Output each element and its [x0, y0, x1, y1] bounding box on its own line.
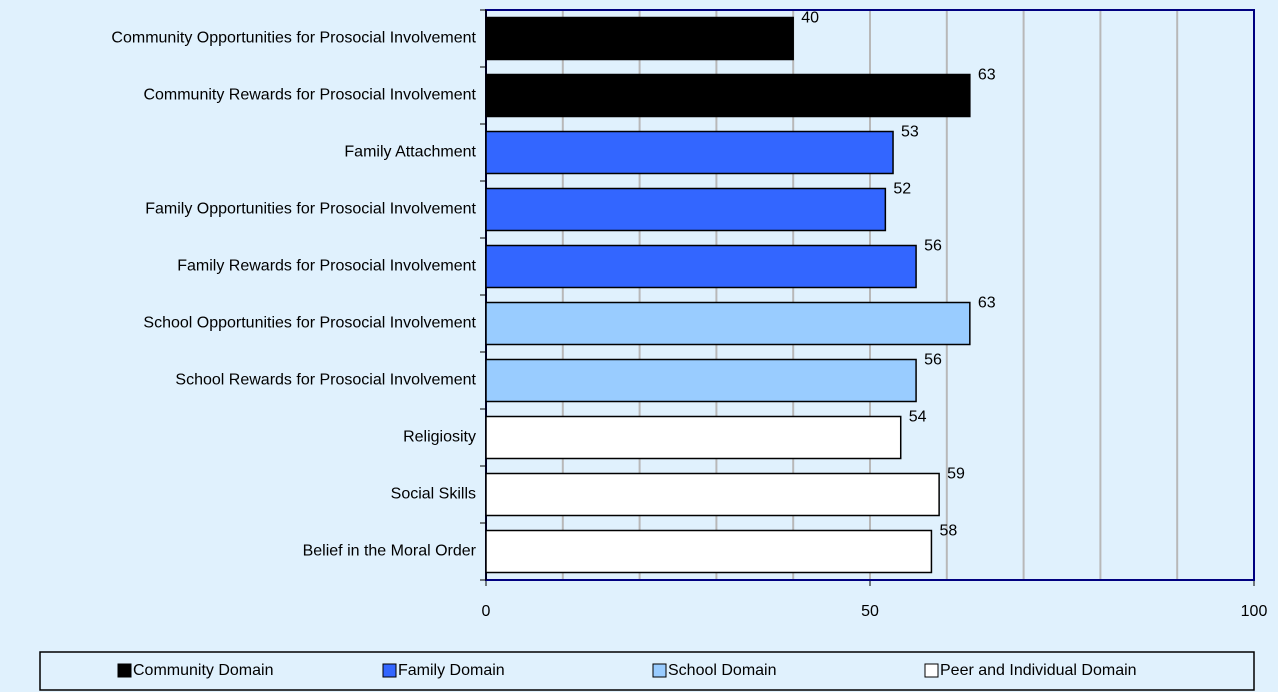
y-tick-label: Family Rewards for Prosocial Involvement — [177, 258, 476, 275]
bar — [485, 358, 917, 403]
value-label: 59 — [947, 466, 965, 483]
legend-label: Peer and Individual Domain — [940, 662, 1137, 679]
y-tick-label: Belief in the Moral Order — [303, 543, 477, 560]
legend-label: Family Domain — [398, 662, 505, 679]
y-tick-label: Religiosity — [403, 429, 476, 446]
y-tick-label: School Rewards for Prosocial Involvement — [175, 372, 476, 389]
value-label: 53 — [901, 124, 919, 141]
value-label: 63 — [978, 295, 996, 312]
x-tick-label: 50 — [861, 603, 879, 620]
legend-box — [39, 651, 1255, 691]
value-label: 40 — [801, 10, 819, 27]
value-label: 58 — [939, 523, 957, 540]
y-tick-label: Social Skills — [391, 486, 476, 503]
x-tick-label: 0 — [482, 603, 491, 620]
value-label: 56 — [924, 352, 942, 369]
legend-swatch — [117, 663, 132, 678]
bar — [485, 415, 902, 460]
legend-swatch — [924, 663, 939, 678]
legend-swatch — [382, 663, 397, 678]
y-tick-label: Community Rewards for Prosocial Involvem… — [143, 87, 476, 104]
legend-label: Community Domain — [133, 662, 273, 679]
x-tick-label: 100 — [1241, 603, 1268, 620]
bar — [485, 130, 894, 175]
legend-swatch — [652, 663, 667, 678]
value-label: 54 — [909, 409, 927, 426]
legend-label: School Domain — [668, 662, 777, 679]
bar — [485, 16, 794, 61]
bar — [485, 472, 940, 517]
value-label: 56 — [924, 238, 942, 255]
bar — [485, 529, 933, 574]
bar — [485, 244, 917, 289]
value-label: 63 — [978, 67, 996, 84]
y-tick-label: Community Opportunities for Prosocial In… — [111, 30, 476, 47]
y-tick-label: Family Attachment — [344, 144, 476, 161]
y-tick-label: School Opportunities for Prosocial Invol… — [143, 315, 476, 332]
bar — [485, 301, 971, 346]
value-label: 52 — [893, 181, 911, 198]
bar — [485, 187, 887, 232]
bar — [485, 73, 971, 118]
y-tick-label: Family Opportunities for Prosocial Invol… — [145, 201, 476, 218]
